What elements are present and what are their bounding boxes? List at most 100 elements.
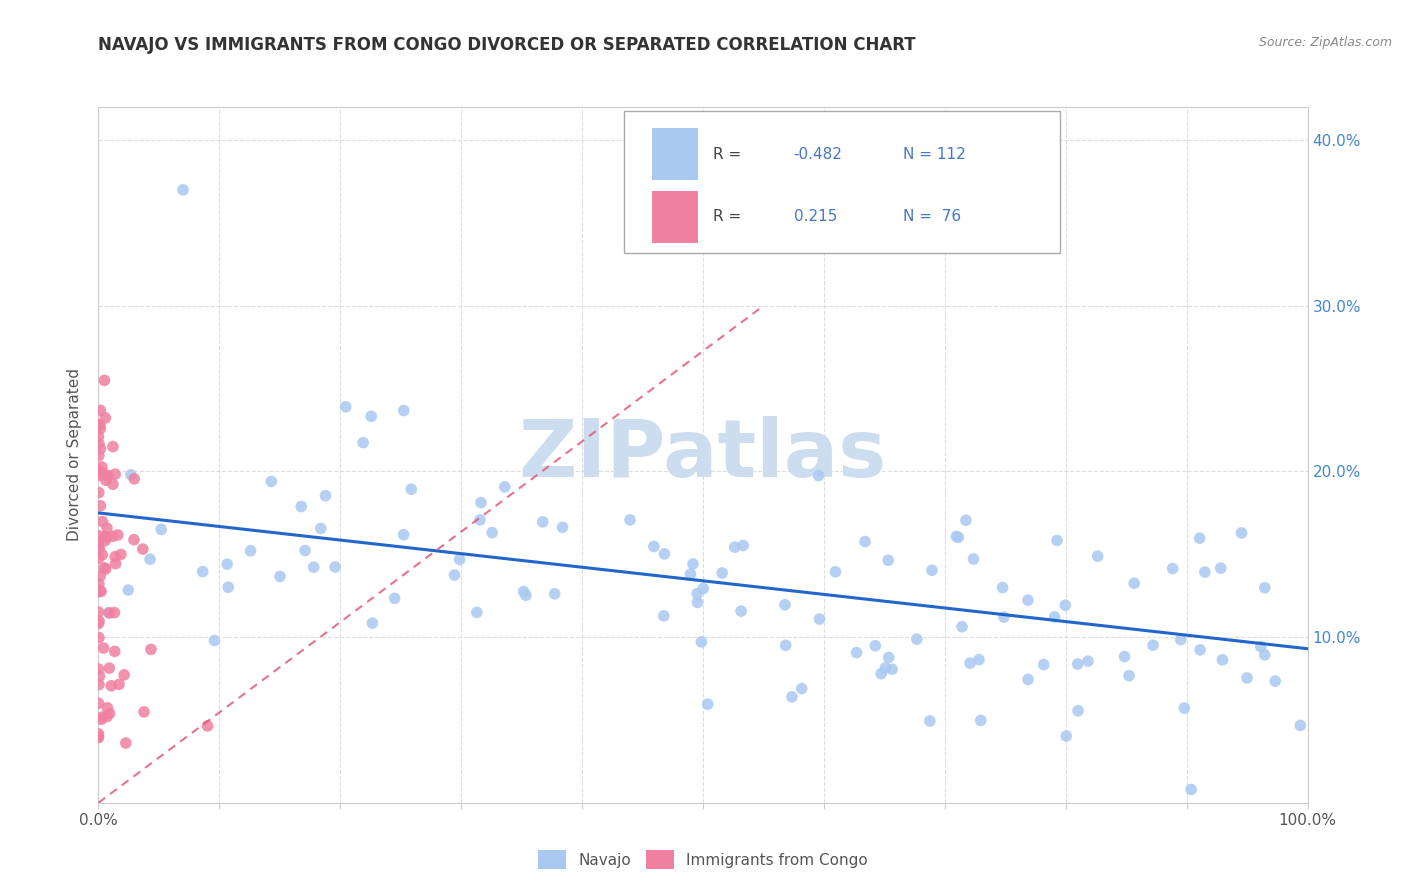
Point (950, 620, 973, 634)
Point (89, 542, 111, 557)
Point (686, 595, 709, 609)
Point (360, 409, 382, 424)
Point (1264, 674, 1286, 689)
FancyBboxPatch shape (624, 111, 1060, 253)
Point (87, 677, 110, 691)
Point (877, 650, 900, 665)
Point (172, 183, 194, 197)
Point (124, 472, 146, 486)
Point (468, 513, 491, 527)
Point (1254, 581, 1277, 595)
Point (239, 544, 262, 558)
Point (90, 584, 112, 599)
Text: N = 112: N = 112 (903, 147, 966, 161)
Point (945, 529, 967, 543)
Point (1123, 576, 1146, 591)
Bar (652, 191, 699, 243)
Point (94, 468, 117, 483)
Point (948, 530, 970, 544)
Point (449, 552, 471, 566)
Point (94, 410, 117, 425)
Point (91, 460, 114, 475)
Point (191, 565, 214, 579)
Point (531, 515, 554, 529)
Point (845, 646, 868, 660)
Point (94, 562, 117, 576)
Point (93, 373, 115, 387)
Point (89, 583, 111, 598)
Point (323, 560, 346, 574)
Text: N =  76: N = 76 (903, 210, 960, 225)
Point (515, 588, 537, 602)
Point (392, 403, 415, 417)
Point (335, 400, 357, 414)
Point (808, 612, 831, 626)
Point (1194, 565, 1216, 579)
Point (98, 706, 121, 721)
Point (1114, 649, 1136, 664)
Point (204, 633, 226, 648)
Point (87, 577, 110, 591)
Point (1161, 561, 1184, 575)
Point (87, 449, 110, 463)
Point (90, 712, 112, 726)
Point (89, 442, 111, 456)
Point (110, 548, 132, 562)
Point (150, 523, 173, 537)
Point (290, 500, 312, 514)
Point (443, 568, 465, 582)
Point (470, 495, 492, 509)
Point (98, 606, 121, 620)
Point (1189, 642, 1212, 657)
Point (773, 598, 796, 612)
Point (96, 531, 118, 545)
Point (696, 697, 718, 711)
Point (361, 616, 384, 631)
Point (87, 463, 110, 477)
Point (1066, 657, 1088, 671)
Point (955, 513, 977, 527)
Point (780, 690, 803, 704)
Point (87, 429, 110, 443)
Point (104, 557, 127, 571)
Point (98, 661, 121, 675)
Point (100, 679, 122, 693)
Point (1250, 640, 1272, 654)
Point (1067, 704, 1090, 718)
Point (690, 635, 713, 649)
Point (481, 525, 503, 540)
Point (87, 696, 110, 710)
Point (217, 557, 239, 571)
Point (260, 475, 283, 489)
Point (139, 552, 162, 566)
Point (1142, 638, 1164, 652)
Point (824, 565, 846, 579)
Point (1077, 654, 1099, 668)
Point (294, 543, 316, 558)
Text: Source: ZipAtlas.com: Source: ZipAtlas.com (1258, 36, 1392, 49)
Point (117, 582, 139, 597)
Point (652, 608, 675, 623)
Point (101, 529, 124, 543)
Point (790, 681, 813, 696)
Point (875, 661, 897, 675)
Point (865, 639, 887, 653)
Point (993, 610, 1015, 624)
Point (97, 468, 120, 483)
Point (89, 669, 111, 683)
Point (654, 547, 676, 561)
Point (1173, 701, 1195, 715)
Point (551, 520, 574, 534)
Point (1017, 673, 1039, 687)
Point (1253, 648, 1275, 662)
Point (1211, 653, 1233, 667)
Point (89, 468, 111, 483)
Point (96, 701, 118, 715)
Point (87, 730, 110, 744)
Point (89, 418, 111, 433)
Point (89, 403, 111, 417)
Point (1209, 561, 1232, 575)
Point (775, 638, 797, 652)
Point (711, 566, 734, 580)
Point (315, 489, 337, 503)
